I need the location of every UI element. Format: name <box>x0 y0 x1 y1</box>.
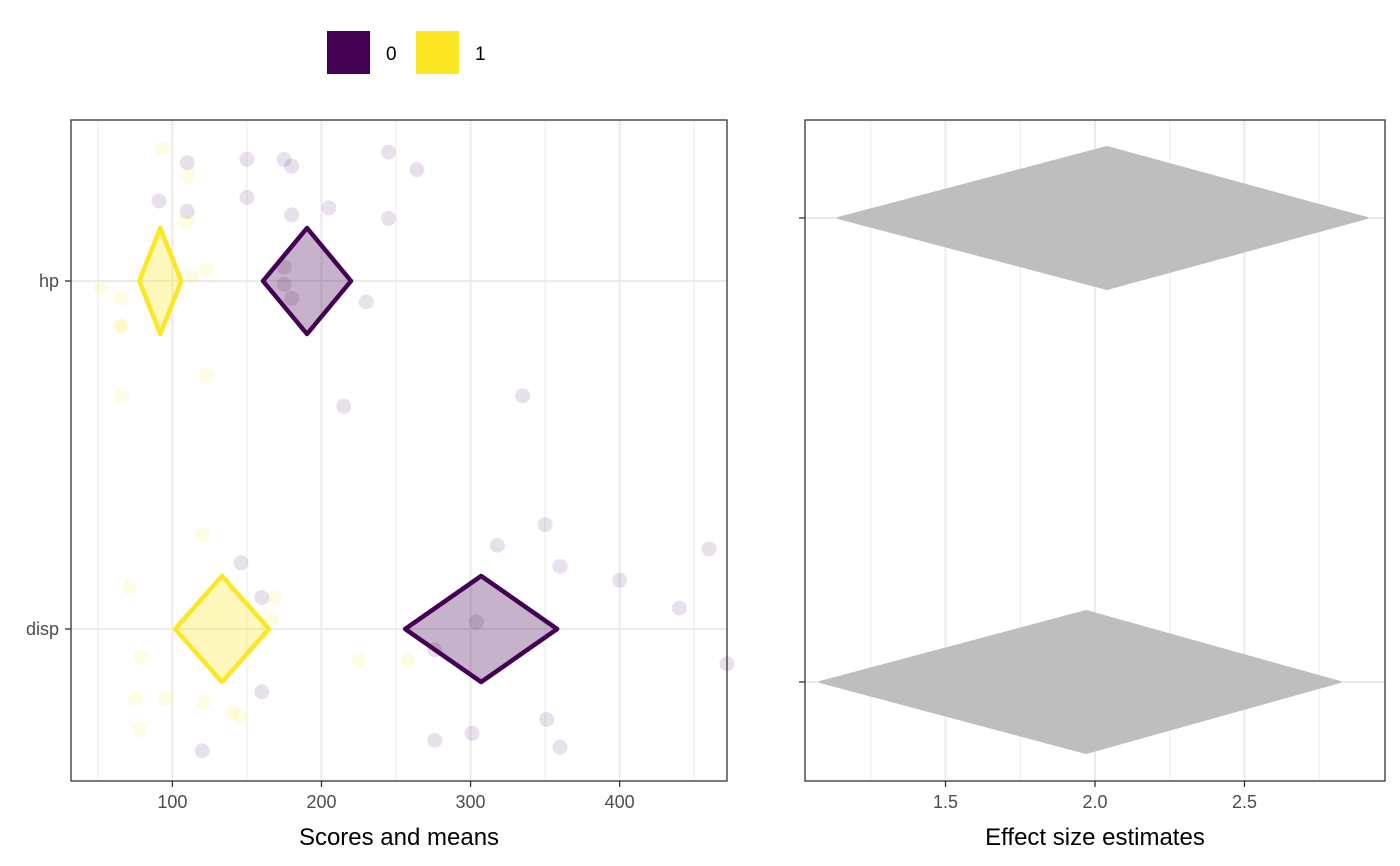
score-point-0-disp <box>539 711 555 727</box>
score-point-0-disp <box>552 739 568 755</box>
score-point-0-disp <box>701 541 717 557</box>
score-point-0-hp <box>381 144 397 160</box>
score-point-1-disp <box>231 708 247 724</box>
score-point-1-disp <box>132 722 148 738</box>
score-point-1-disp <box>266 590 282 606</box>
score-point-1-hp <box>114 290 130 306</box>
score-point-1-disp <box>127 691 143 707</box>
legend-key-1 <box>416 31 459 74</box>
score-point-0-hp <box>179 155 195 171</box>
score-point-0-disp <box>552 558 568 574</box>
score-point-1-hp <box>114 318 130 334</box>
score-point-1-hp <box>154 141 170 157</box>
effect-size-panel: 1.5 2.0 2.5 Effect size estimates <box>799 119 1386 851</box>
score-point-1-hp <box>199 367 215 383</box>
score-point-0-hp <box>336 398 352 414</box>
score-point-0-disp <box>254 590 270 606</box>
effect-size-diamonds <box>818 146 1369 754</box>
score-point-1-hp <box>93 280 109 296</box>
score-point-0-hp <box>284 290 300 306</box>
scores-points <box>93 141 735 759</box>
score-point-1-disp <box>224 705 240 721</box>
score-point-0-disp <box>427 732 443 748</box>
score-point-0-hp <box>179 203 195 219</box>
mean-diamond-0-disp <box>402 573 560 685</box>
effect-size-diamond-disp <box>818 610 1342 754</box>
score-point-1-disp <box>157 691 173 707</box>
legend-label-1: 1 <box>475 44 486 65</box>
score-point-1-disp <box>264 611 280 627</box>
legend-key-0 <box>327 31 370 74</box>
scores-means <box>137 225 560 685</box>
scores-grid <box>71 120 727 781</box>
scores-x-axis-title: Scores and means <box>299 824 499 851</box>
score-point-1-disp <box>400 652 416 668</box>
score-point-0-hp <box>515 388 531 404</box>
score-point-0-hp <box>284 158 300 174</box>
scores-x-tick-label: 200 <box>306 792 336 812</box>
score-point-1-hp <box>178 214 194 230</box>
score-point-1-hp <box>179 169 195 185</box>
score-point-0-disp <box>671 600 687 616</box>
score-point-0-hp <box>409 162 425 178</box>
effect-size-axes: 1.5 2.0 2.5 <box>799 217 1257 812</box>
score-point-0-disp <box>612 572 628 588</box>
score-point-0-disp <box>489 537 505 553</box>
score-point-0-disp <box>254 684 270 700</box>
effect-size-x-tick-label: 2.0 <box>1082 792 1107 812</box>
mean-diamond-0-hp <box>260 225 354 337</box>
scores-panel-border <box>71 120 727 781</box>
legend-label-0: 0 <box>386 44 397 65</box>
effect-size-diamond-hp <box>836 146 1369 290</box>
score-point-0-hp <box>358 294 374 310</box>
scores-x-tick-label: 400 <box>605 792 635 812</box>
effect-size-x-axis-title: Effect size estimates <box>985 824 1205 851</box>
score-point-0-hp <box>276 151 292 167</box>
scores-y-tick-label-disp: disp <box>26 619 59 639</box>
score-point-1-hp <box>199 263 215 279</box>
score-point-1-hp <box>114 388 130 404</box>
scores-axes: 100 200 300 400 hp disp <box>26 271 635 812</box>
score-point-0-disp <box>233 555 249 571</box>
score-point-0-disp <box>537 517 553 533</box>
score-point-1-disp <box>121 579 137 595</box>
scores-x-tick-label: 100 <box>157 792 187 812</box>
score-point-1-disp <box>133 649 149 665</box>
scores-panel-frame <box>70 119 728 782</box>
mean-diamond-1-disp <box>172 573 272 685</box>
score-point-0-hp <box>381 210 397 226</box>
score-point-1-disp <box>194 527 210 543</box>
scores-y-tick-label-hp: hp <box>39 271 59 291</box>
score-point-0-hp <box>321 200 337 216</box>
score-point-0-hp <box>239 151 255 167</box>
scores-panel: 100 200 300 400 hp disp Scores and means <box>26 119 735 851</box>
score-point-1-disp <box>196 694 212 710</box>
effect-size-x-tick-label: 2.5 <box>1232 792 1257 812</box>
score-point-0-disp <box>194 743 210 759</box>
score-point-0-hp <box>239 189 255 205</box>
scores-x-tick-label: 300 <box>456 792 486 812</box>
score-point-1-disp <box>351 652 367 668</box>
score-point-0-disp <box>464 725 480 741</box>
score-point-0-hp <box>276 276 292 292</box>
score-point-0-hp <box>284 207 300 223</box>
score-point-1-hp <box>184 270 200 286</box>
effect-size-x-tick-label: 1.5 <box>933 792 958 812</box>
score-point-0-disp <box>469 614 485 630</box>
score-point-1-hp <box>112 318 128 334</box>
mean-diamond-1-hp <box>137 225 184 337</box>
score-point-0-hp <box>151 193 167 209</box>
